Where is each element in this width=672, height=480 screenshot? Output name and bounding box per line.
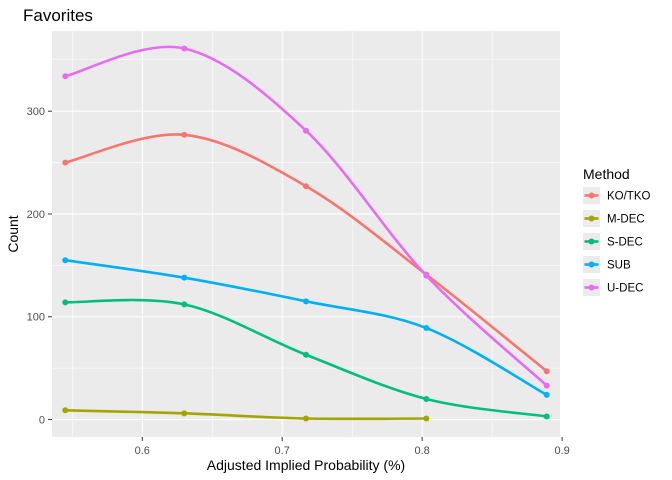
series-group — [62, 407, 430, 422]
legend-key-point — [588, 192, 595, 199]
legend-label: KO/TKO — [607, 191, 651, 203]
x-tick-label: 0.6 — [135, 445, 150, 457]
legend: Method KO/TKO M-DEC S-DEC SUB U-DEC — [583, 166, 651, 296]
legend-label: SUB — [607, 260, 631, 272]
data-point — [62, 257, 69, 264]
legend-key-point — [588, 238, 595, 245]
series-group — [62, 298, 550, 420]
legend-item: U-DEC — [583, 279, 643, 296]
data-point — [303, 351, 309, 358]
data-point — [303, 127, 309, 134]
data-point — [62, 407, 69, 414]
series-lines — [62, 45, 550, 422]
data-point — [181, 410, 188, 417]
data-point — [62, 299, 69, 306]
y-tick-label: 100 — [27, 312, 45, 324]
axes: 0.6 0.7 0.8 0.9 0 100 200 300 — [27, 106, 570, 457]
data-point — [181, 274, 188, 281]
y-tick-label: 200 — [27, 209, 45, 221]
data-point — [543, 391, 550, 398]
legend-key-point — [588, 261, 595, 268]
data-point — [303, 183, 309, 190]
data-point — [543, 413, 550, 420]
legend-item: S-DEC — [583, 233, 643, 250]
legend-label: S-DEC — [607, 237, 643, 249]
x-tick-label: 0.8 — [415, 445, 430, 457]
data-point — [181, 131, 188, 138]
x-axis-title: Adjusted Implied Probability (%) — [207, 457, 405, 473]
data-point — [181, 301, 188, 308]
legend-item: KO/TKO — [583, 187, 651, 204]
data-point — [303, 415, 309, 422]
y-axis-title: Count — [5, 215, 21, 252]
legend-label: M-DEC — [607, 214, 645, 226]
data-point — [62, 159, 69, 166]
data-point — [62, 73, 69, 80]
y-tick-label: 300 — [27, 106, 45, 118]
data-point — [423, 272, 430, 279]
data-point — [423, 395, 430, 402]
x-tick-label: 0.9 — [554, 445, 569, 457]
chart-title: Favorites — [23, 6, 93, 25]
legend-key-point — [588, 215, 595, 222]
plot-panel — [52, 31, 560, 437]
data-point — [423, 415, 430, 422]
data-point — [181, 45, 188, 52]
legend-key-point — [588, 284, 595, 291]
series-group — [62, 257, 550, 398]
data-point — [423, 325, 430, 332]
x-tick-label: 0.7 — [275, 445, 290, 457]
legend-label: U-DEC — [607, 283, 643, 295]
series-group — [62, 45, 550, 389]
legend-item: SUB — [583, 256, 631, 273]
legend-title: Method — [583, 166, 630, 182]
legend-item: M-DEC — [583, 210, 645, 227]
y-tick-label: 0 — [39, 415, 45, 427]
legend-items: KO/TKO M-DEC S-DEC SUB U-DEC — [583, 187, 651, 296]
data-point — [543, 382, 550, 389]
data-point — [303, 298, 309, 305]
data-point — [543, 368, 550, 375]
series-line — [63, 408, 428, 421]
